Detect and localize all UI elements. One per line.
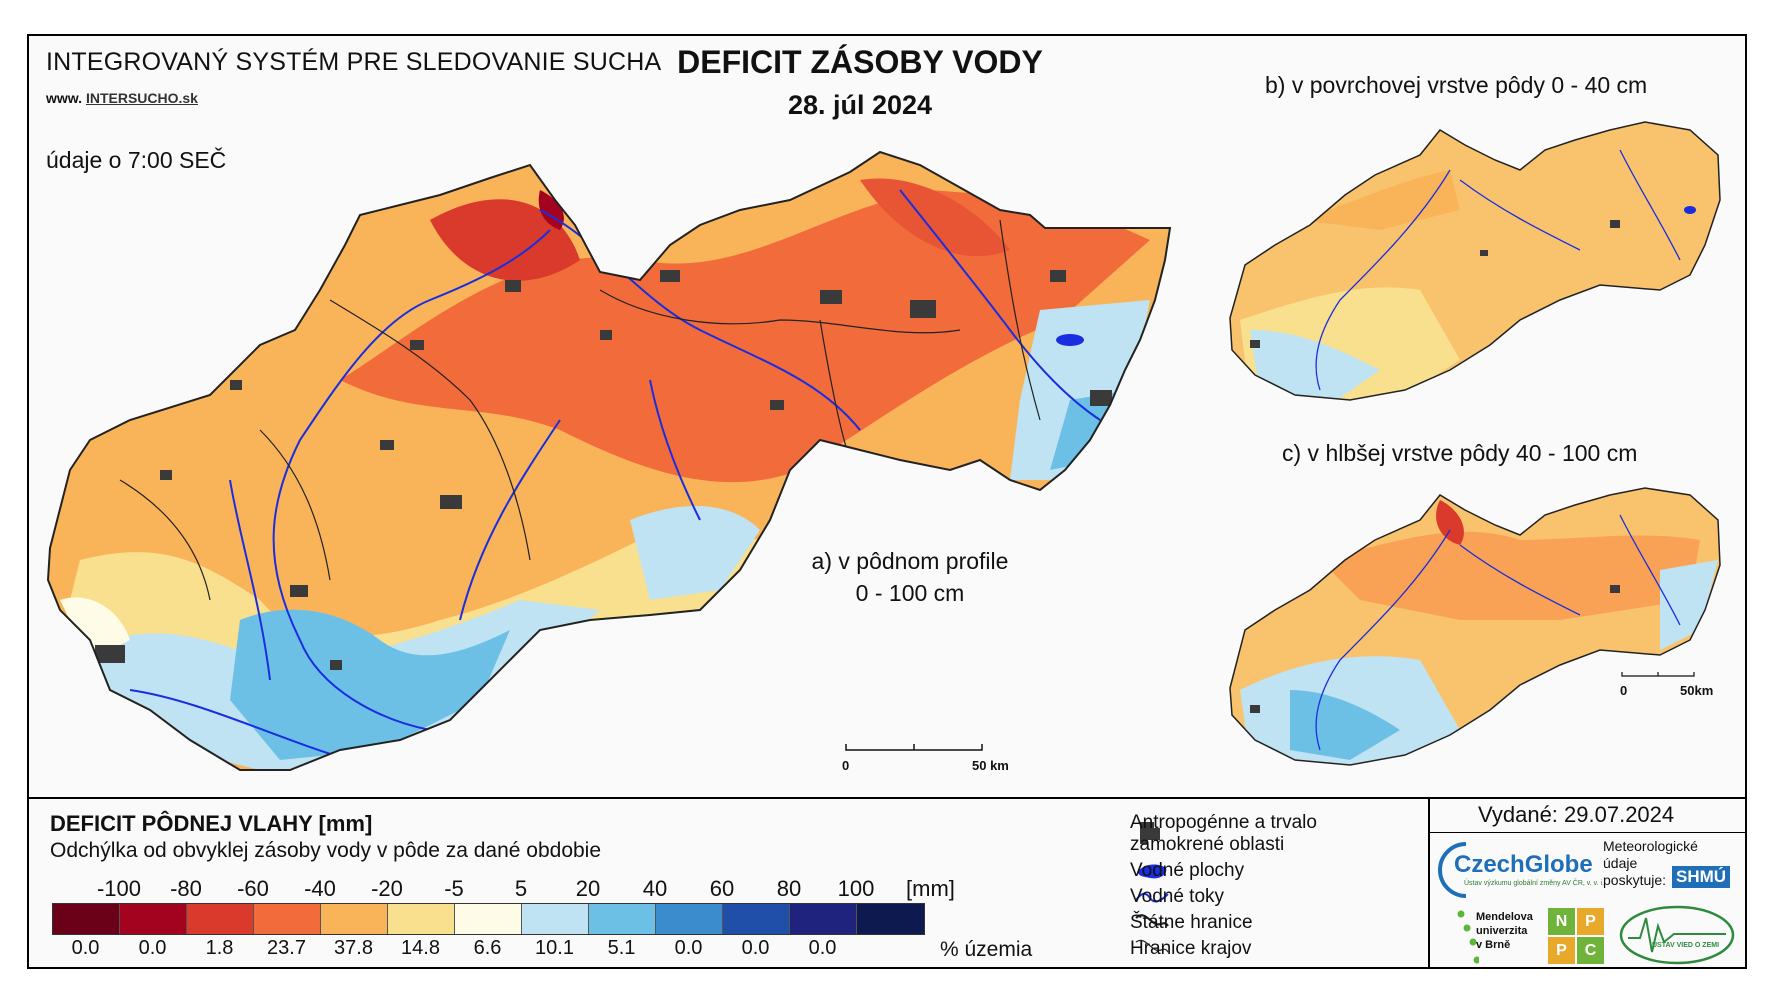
legend-class-swatch: [656, 904, 723, 934]
legend-class-swatch: [254, 904, 321, 934]
legend-water-bodies: Vodné plochy: [1130, 860, 1245, 881]
legend-class-swatch: [120, 904, 187, 934]
legend-boundary-label: -60: [237, 876, 269, 901]
czechglobe-logo: [1438, 842, 1467, 898]
legend-class-swatch: [790, 904, 857, 934]
shmu-logo: SHMÚ: [1672, 866, 1731, 888]
website-name: INTERSUCHO.sk: [85, 90, 198, 106]
legend-class-percent: 0.0: [741, 937, 770, 959]
legend-boundary-label: 40: [642, 876, 668, 901]
website-link[interactable]: www. INTERSUCHO.sk: [46, 90, 198, 106]
river-icon: [1135, 892, 1169, 903]
mendelu-line3: v Brně: [1476, 939, 1511, 951]
main-scale-bar: [845, 744, 983, 751]
main-map: [47, 151, 1171, 771]
legend-class-swatch: [388, 904, 455, 934]
legend-class-swatch: [455, 904, 522, 934]
inset-map-c: [1229, 487, 1721, 766]
legend-class-percent: 5.1: [607, 937, 636, 959]
legend-boundary-label: -20: [371, 876, 403, 901]
legend-class-swatch: [53, 904, 120, 934]
legend-percentages: 0.0 0.0 1.8 23.7 37.8 14.8 6.6 10.1 5.1 0.0 0.0 0.0: [52, 937, 952, 967]
inset-scale-end: 50km: [1680, 683, 1714, 698]
czechglobe-subtitle: Ústav výzkumu globální změny AV ČR, v. v…: [1464, 880, 1605, 887]
legend-class-percent: 0.0: [71, 937, 100, 959]
nppc-letter-2: P: [1577, 908, 1604, 935]
legend-urban-line1: Antropogénne a trvalo: [1130, 812, 1317, 833]
legend-class-swatch: [187, 904, 254, 934]
map-date: 28. júl 2024: [787, 90, 933, 120]
meteo-line2: údaje: [1603, 855, 1638, 871]
inset-scale-bar: [1621, 672, 1695, 677]
legend-title: DEFICIT PÔDNEJ VLAHY [mm]: [50, 811, 373, 836]
urban-area-icon: [1140, 822, 1160, 844]
publisher-separator: [1428, 797, 1430, 969]
legend-class-percent: 0.0: [674, 937, 703, 959]
legend-class-percent: 23.7: [267, 937, 306, 959]
legend-boundary-label: 100: [837, 876, 875, 901]
legend-urban-line2: zamokrené oblasti: [1130, 834, 1285, 855]
main-scale-end: 50 km: [972, 758, 1009, 773]
legend-region-border: Hranice krajov: [1130, 938, 1252, 959]
czechglobe-name: CzechGlobe: [1454, 851, 1593, 878]
legend-boundary-label: -5: [444, 876, 464, 901]
legend-rivers: Vodné toky: [1130, 886, 1225, 907]
legend-boundary-label: 5: [514, 876, 528, 901]
legend-boundaries: -100 -80 -60 -40 -20 -5 5 20 40 60 80 100: [52, 876, 952, 906]
legend-boundary-label: -40: [304, 876, 336, 901]
nppc-letter-3: P: [1548, 937, 1575, 964]
legend-class-swatch: [321, 904, 388, 934]
legend-class-percent: 0.0: [808, 937, 837, 959]
legend-boundary-label: 20: [575, 876, 601, 901]
legend-subtitle: Odchýlka od obvyklej zásoby vody v pôde …: [50, 839, 602, 862]
nppc-letter-4: C: [1577, 937, 1604, 964]
legend-class-percent: 0.0: [138, 937, 167, 959]
issued-date: Vydané: 29.07.2024: [1478, 802, 1675, 827]
legend-class-swatch: [522, 904, 589, 934]
legend-class-percent: 10.1: [535, 937, 574, 959]
state-border-icon: [1135, 914, 1169, 927]
main-title: DEFICIT ZÁSOBY VODY: [677, 44, 1043, 80]
uvz-name: ÚSTAV VIED O ZEMI: [1652, 942, 1720, 949]
water-body-icon: [1138, 864, 1167, 879]
legend-state-border: Štátne hranice: [1130, 912, 1253, 933]
legend-boundary-label: -100: [96, 876, 142, 901]
inset-b-label: b) v povrchovej vrstve pôdy 0 - 40 cm: [1265, 72, 1648, 98]
nppc-logo: N P P C: [1548, 908, 1604, 964]
legend-boundary-label: -80: [170, 876, 202, 901]
percent-label: % územia: [940, 938, 1033, 961]
uvz-logo: [1619, 905, 1735, 965]
legend-boundary-label: 80: [776, 876, 802, 901]
mendelu-line2: univerzita: [1476, 925, 1528, 937]
legend-boundary-label: 60: [709, 876, 735, 901]
legend-color-bar: [52, 903, 925, 935]
main-map-label-range: 0 - 100 cm: [855, 580, 965, 606]
legend-class-percent: 37.8: [334, 937, 373, 959]
legend-separator: [27, 797, 1747, 799]
inset-scale-start: 0: [1620, 683, 1628, 698]
meteo-line3: poskytuje:: [1603, 872, 1667, 888]
main-map-label-depth: a) v pôdnom profile: [811, 548, 1009, 574]
inset-c-label: c) v hlbšej vrstve pôdy 40 - 100 cm: [1282, 440, 1638, 466]
legend-class-swatch: [857, 904, 924, 934]
data-time-note: údaje o 7:00 SEČ: [46, 147, 227, 173]
mendelu-text: Mendelova univerzita v Brně: [1476, 910, 1533, 952]
legend-class-swatch: [723, 904, 790, 934]
publisher-divider: [1428, 832, 1747, 833]
nppc-letter-1: N: [1548, 908, 1575, 935]
inset-map-b: [1229, 121, 1721, 401]
region-border-icon: [1135, 939, 1169, 953]
mendelu-logo: [1457, 910, 1479, 964]
legend-unit: [mm]: [906, 876, 955, 901]
legend-class-swatch: [589, 904, 656, 934]
main-scale-start: 0: [842, 758, 850, 773]
legend-class-percent: 6.6: [473, 937, 502, 959]
mendelu-line1: Mendelova: [1476, 911, 1533, 923]
system-title: INTEGROVANÝ SYSTÉM PRE SLEDOVANIE SUCHA: [46, 48, 662, 76]
legend-class-percent: 1.8: [205, 937, 234, 959]
meteo-line1: Meteorologické: [1603, 838, 1698, 854]
website-prefix: www.: [46, 90, 83, 106]
legend-class-percent: 14.8: [401, 937, 440, 959]
